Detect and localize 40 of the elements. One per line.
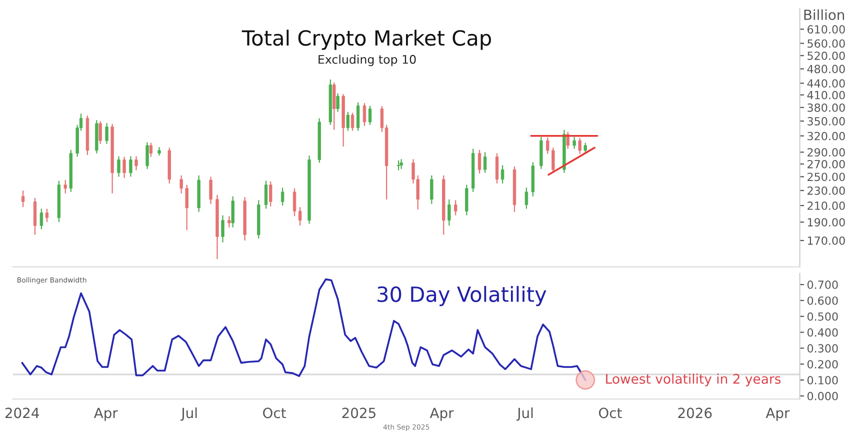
- x-tick-label: Apr: [766, 408, 790, 421]
- y-tick-label: 560.00: [808, 39, 845, 48]
- candlestick: [228, 216, 231, 228]
- x-tick-label: 2025: [342, 408, 376, 418]
- x-tick-label: Apr: [430, 408, 454, 421]
- text: Excluding top 10: [318, 54, 416, 66]
- y-tick-label: 0.200: [807, 360, 838, 368]
- y-tick-label: 0.300: [807, 344, 838, 353]
- x-tick-label: Apr: [94, 408, 118, 421]
- y-tick-label: 410.00: [807, 90, 845, 100]
- y-tick-label: 480.00: [807, 64, 845, 74]
- y-tick-label: 520.00: [808, 52, 845, 60]
- y-tick-label: 230.00: [808, 186, 845, 195]
- annotation: Lowest volatility in 2 years: [606, 374, 781, 386]
- y-tick-label: 320.00: [808, 132, 845, 140]
- y-tick-label: 0.600: [807, 296, 838, 305]
- y-tick-label: 350.00: [808, 117, 845, 126]
- x-tick-label: 2024: [5, 408, 39, 418]
- text: Total Crypto Market Cap: [242, 30, 491, 50]
- y-tick-label: 440.00: [807, 79, 845, 88]
- y-tick-label: 270.00: [808, 160, 845, 168]
- y-tick-label: 250.00: [808, 172, 845, 182]
- y-tick-label: 0.700: [807, 280, 838, 289]
- x-tick-label: Oct: [263, 408, 286, 418]
- y-tick-label: 380.00: [808, 103, 845, 112]
- y-tick-label: 610.00: [808, 25, 845, 34]
- x-tick-label: 2026: [678, 408, 712, 418]
- y-tick-label: 0.000: [807, 392, 838, 400]
- y-axis-title: Billion: [804, 9, 844, 20]
- y-tick-label: 170.00: [808, 236, 845, 245]
- y-tick-label: 290.00: [808, 148, 845, 157]
- x-tick-label: Oct: [598, 408, 622, 418]
- x-tick-label: Jul: [516, 407, 533, 421]
- annotation: 30 Day Volatility: [378, 286, 546, 306]
- y-tick-label: 190.00: [808, 218, 845, 226]
- x-tick-label: Jul: [180, 407, 197, 421]
- y-tick-label: 0.100: [807, 376, 838, 384]
- y-tick-label: 0.500: [807, 312, 838, 321]
- y-tick-label: 210.00: [808, 202, 845, 210]
- y-tick-label: 0.400: [807, 328, 838, 337]
